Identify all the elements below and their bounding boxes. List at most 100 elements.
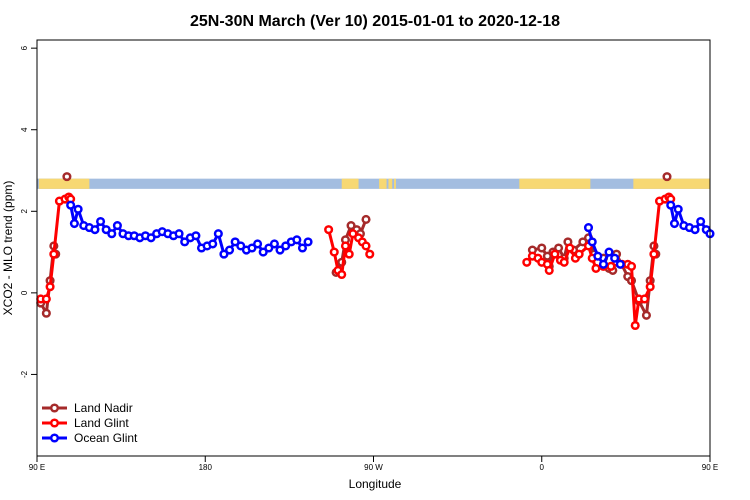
series-land-nadir	[36, 172, 672, 320]
land-band-segment-1	[341, 178, 359, 189]
y-tick-label: 6	[20, 45, 29, 50]
data-point	[578, 237, 588, 247]
data-point	[73, 204, 83, 214]
data-point	[662, 172, 672, 182]
data-point	[264, 243, 274, 253]
data-point	[673, 204, 683, 214]
data-point	[213, 229, 223, 239]
data-point	[522, 257, 532, 267]
data-point	[269, 239, 279, 249]
land-band-segment-6	[633, 178, 710, 189]
data-point	[598, 259, 608, 269]
data-point	[641, 310, 651, 320]
legend-label: Land Nadir	[74, 401, 133, 415]
data-point	[574, 249, 584, 259]
land-band-segment-3	[388, 178, 393, 189]
data-point	[324, 225, 334, 235]
series-land-glint	[36, 192, 676, 331]
data-point	[281, 241, 291, 251]
data-point	[41, 308, 51, 318]
data-point	[554, 243, 564, 253]
land-ocean-band	[37, 178, 710, 189]
series-layer	[36, 172, 715, 331]
data-point	[230, 237, 240, 247]
land-band-segment-2	[379, 178, 387, 189]
legend-item: Land Nadir	[42, 401, 133, 415]
y-tick-label: 2	[20, 209, 29, 214]
data-point	[69, 218, 79, 229]
data-point	[537, 243, 547, 253]
legend-item: Land Glint	[42, 416, 129, 430]
data-point	[626, 261, 637, 271]
data-point	[112, 221, 122, 231]
data-point	[669, 218, 680, 229]
data-point	[346, 221, 356, 231]
data-point	[550, 249, 560, 259]
legend-item: Ocean Glint	[42, 431, 138, 445]
data-point	[615, 259, 625, 269]
data-point	[174, 229, 184, 239]
data-point	[583, 223, 594, 233]
x-tick-label: 90 W	[364, 463, 383, 472]
data-point	[253, 239, 263, 249]
y-tick-label: 4	[20, 127, 29, 132]
x-tick-label: 90 E	[702, 463, 718, 472]
data-point	[236, 241, 246, 251]
data-point	[275, 245, 285, 255]
data-point	[361, 214, 371, 224]
x-tick-label: 0	[540, 463, 545, 472]
data-point	[101, 225, 111, 235]
data-point	[96, 216, 106, 227]
x-axis-label: Longitude	[349, 477, 402, 491]
legend-marker	[49, 433, 60, 443]
x-tick-label: 90 E	[29, 463, 45, 472]
data-point	[107, 229, 117, 239]
land-band-segment-5	[519, 178, 591, 189]
data-point	[696, 216, 706, 227]
data-point	[225, 245, 235, 255]
x-axis: 90 E 180 90 W 0 90 E	[29, 456, 718, 472]
data-point	[649, 249, 659, 259]
data-point	[66, 200, 76, 210]
data-point	[365, 249, 375, 259]
data-point	[640, 294, 650, 304]
data-point	[340, 241, 351, 251]
data-point	[247, 243, 257, 253]
data-point	[62, 172, 72, 182]
data-point	[41, 294, 51, 304]
data-point	[49, 249, 59, 259]
data-point	[344, 249, 354, 259]
land-band-segment-0	[38, 178, 90, 189]
legend-marker	[49, 418, 60, 428]
chart-title: 25N-30N March (Ver 10) 2015-01-01 to 202…	[190, 13, 560, 30]
data-point	[329, 247, 339, 257]
y-tick-label: -2	[20, 370, 29, 378]
data-point	[591, 263, 601, 273]
data-point	[191, 231, 201, 241]
x-tick-label: 180	[199, 463, 213, 472]
data-point	[604, 247, 614, 257]
data-point	[90, 225, 100, 235]
data-point	[630, 320, 640, 331]
series-line-1-0	[40, 195, 72, 301]
data-point	[258, 247, 268, 257]
data-point	[645, 282, 655, 292]
data-point	[559, 257, 569, 267]
data-point	[348, 229, 358, 239]
data-point	[297, 243, 308, 253]
data-point	[292, 235, 302, 245]
y-axis-label: XCO2 - MLO trend (ppm)	[1, 181, 15, 316]
data-point	[542, 251, 552, 261]
data-point	[666, 200, 676, 210]
data-point	[180, 237, 190, 247]
data-point	[208, 239, 218, 249]
data-point	[690, 225, 700, 235]
y-tick-label: 0	[20, 290, 29, 295]
legend-marker	[49, 403, 60, 413]
legend-label: Land Glint	[74, 416, 129, 430]
data-point	[610, 253, 620, 263]
data-point	[587, 237, 597, 247]
series-ocean-glint	[66, 200, 715, 269]
